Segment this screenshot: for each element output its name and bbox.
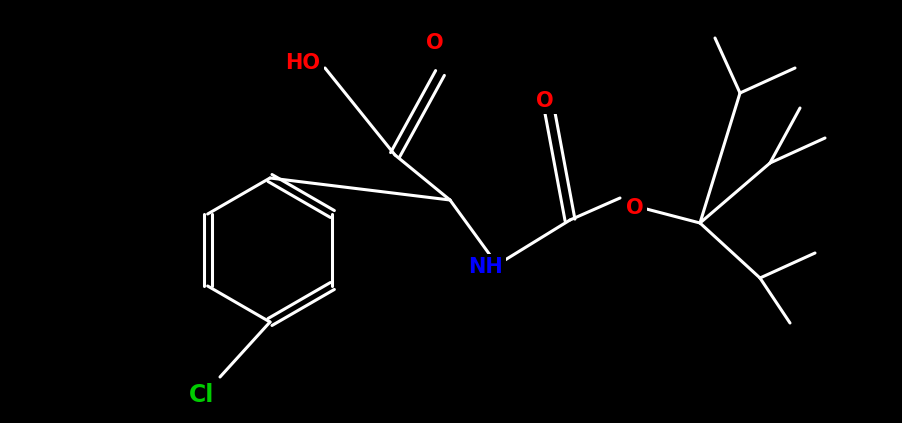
Text: O: O <box>426 33 444 53</box>
Text: O: O <box>536 91 554 111</box>
Text: Cl: Cl <box>189 383 215 407</box>
Text: HO: HO <box>286 53 320 73</box>
Text: O: O <box>626 198 644 218</box>
Text: NH: NH <box>467 257 502 277</box>
